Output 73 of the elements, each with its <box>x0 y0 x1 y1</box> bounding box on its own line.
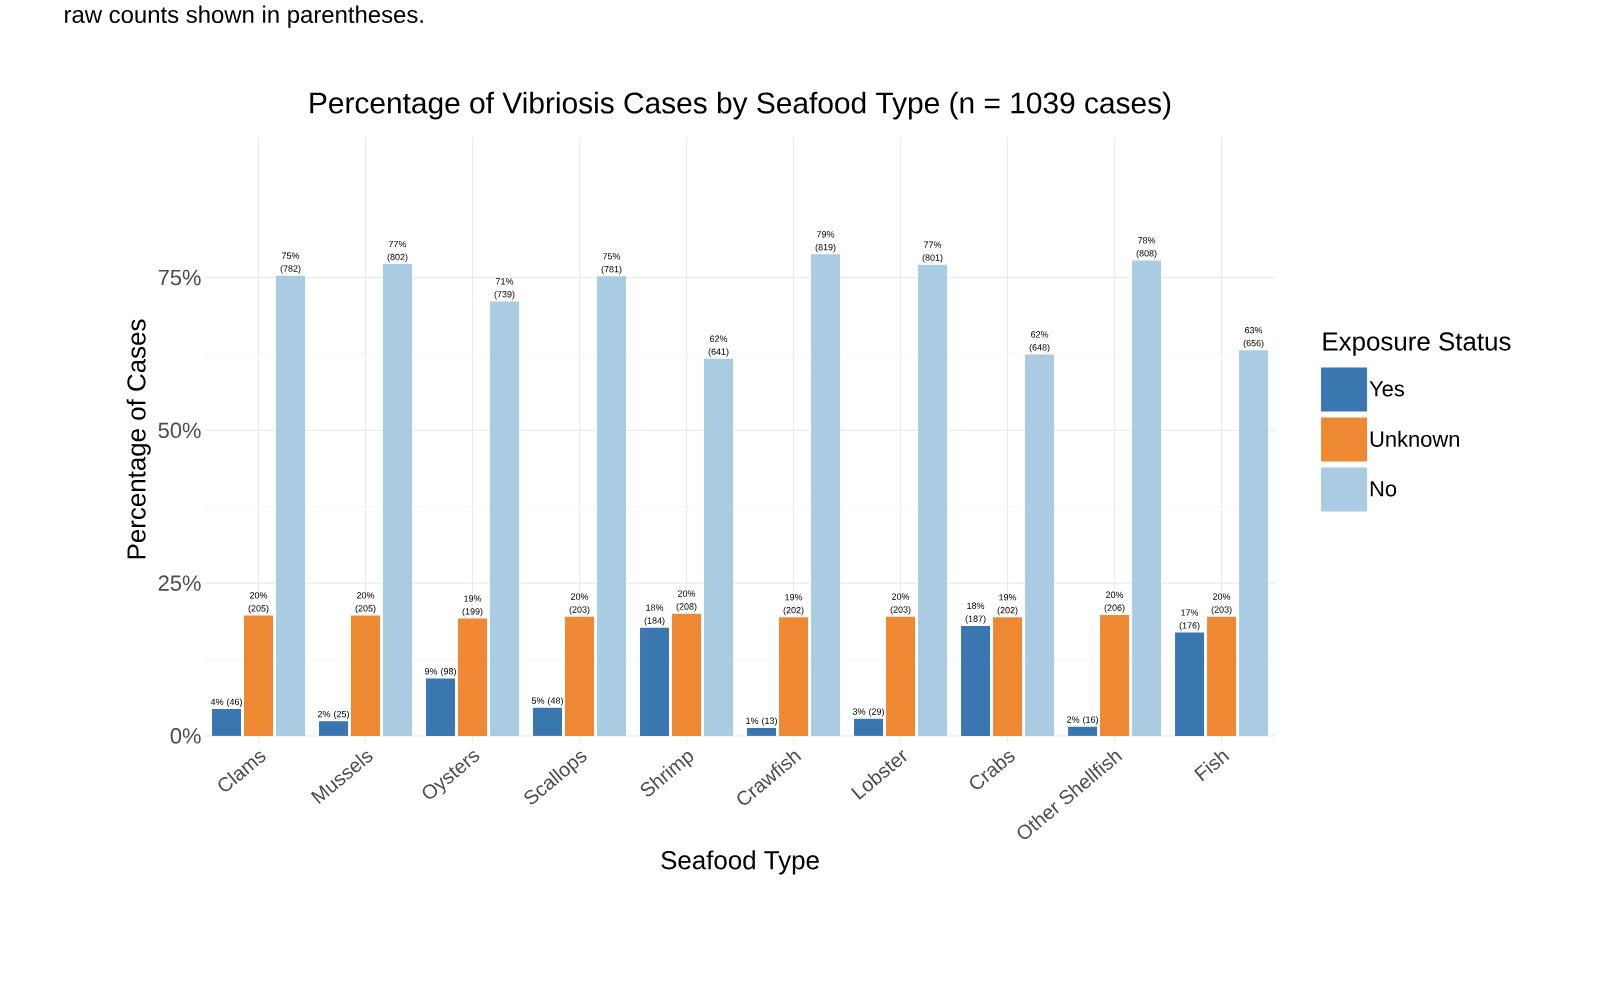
y-tick-label: 25% <box>158 575 201 591</box>
chart-title: Percentage of Vibriosis Cases by Seafood Type (n = 1039 cases) <box>310 91 1171 120</box>
data-label: 2% (25) <box>318 710 349 720</box>
bar <box>672 613 702 736</box>
bar <box>383 264 413 736</box>
data-label: 75% (781) <box>601 253 622 275</box>
data-label: 20% (205) <box>355 592 376 614</box>
data-label: 71% (739) <box>494 278 515 300</box>
y-tick-label: 50% <box>158 422 201 439</box>
data-label: 78% (808) <box>1136 237 1157 259</box>
bar <box>351 615 381 736</box>
data-label: 77% (801) <box>922 241 943 263</box>
data-label: 4% (46) <box>210 698 242 707</box>
data-label: 75% (782) <box>280 252 301 274</box>
bar <box>1175 632 1205 736</box>
x-tick-label: Fish <box>1194 751 1230 782</box>
y-tick-label: 0% <box>170 728 201 744</box>
data-label: 20% (203) <box>890 593 911 615</box>
data-label: 20% (203) <box>569 593 590 615</box>
x-axis-title: Seafood Type <box>661 850 819 875</box>
bar <box>811 254 841 736</box>
data-label: 18% (187) <box>965 602 986 624</box>
bar <box>640 627 670 736</box>
bar <box>244 615 273 736</box>
text: raw counts shown in parentheses. <box>65 5 423 28</box>
legend-label: Yes <box>1369 381 1405 397</box>
bar <box>490 301 520 736</box>
legend-label: Unknown <box>1370 430 1459 447</box>
bar <box>1068 726 1098 736</box>
data-label: 17% (176) <box>1179 609 1200 631</box>
data-label: 20% (203) <box>1211 593 1232 615</box>
bar <box>961 625 991 736</box>
bar <box>854 718 884 736</box>
data-label: 19% (202) <box>783 594 804 616</box>
bar <box>886 616 916 736</box>
bar <box>747 727 777 736</box>
legend-label: No <box>1370 481 1397 497</box>
bar <box>458 618 488 736</box>
data-label: 9% (98) <box>424 667 456 677</box>
data-label: 62% (641) <box>708 335 729 357</box>
data-label: 20% (208) <box>676 590 697 612</box>
data-label: 2% (16) <box>1067 716 1098 725</box>
bar <box>779 617 809 736</box>
bar <box>918 264 948 736</box>
bar <box>1239 350 1269 736</box>
bar <box>1207 616 1237 736</box>
data-label: 19% (202) <box>997 594 1018 616</box>
data-label: 63% (656) <box>1243 327 1264 349</box>
data-label: 19% (199) <box>462 595 483 617</box>
data-label: 5% (48) <box>531 697 563 706</box>
bar <box>597 276 627 736</box>
y-axis-title: Percentage of Cases <box>126 319 151 559</box>
bar <box>426 678 456 736</box>
bar <box>276 275 306 736</box>
data-label: 79% (819) <box>815 231 836 253</box>
bar <box>212 709 241 736</box>
bar <box>1100 614 1130 736</box>
data-label: 62% (648) <box>1029 331 1050 353</box>
bar <box>1025 354 1055 736</box>
data-label: 20% (205) <box>248 592 269 614</box>
data-label: 77% (802) <box>387 240 408 262</box>
bar <box>704 358 734 736</box>
data-label: 20% (206) <box>1104 591 1125 613</box>
legend-title: Exposure Status <box>1323 332 1511 356</box>
bar <box>533 707 563 736</box>
bar <box>319 721 349 736</box>
bar <box>993 617 1023 736</box>
data-label: 1% (13) <box>746 717 777 726</box>
data-label: 3% (29) <box>852 708 884 717</box>
bar <box>1132 260 1162 736</box>
bar <box>565 616 595 736</box>
y-tick-label: 75% <box>158 269 201 286</box>
data-label: 18% (184) <box>644 604 665 626</box>
